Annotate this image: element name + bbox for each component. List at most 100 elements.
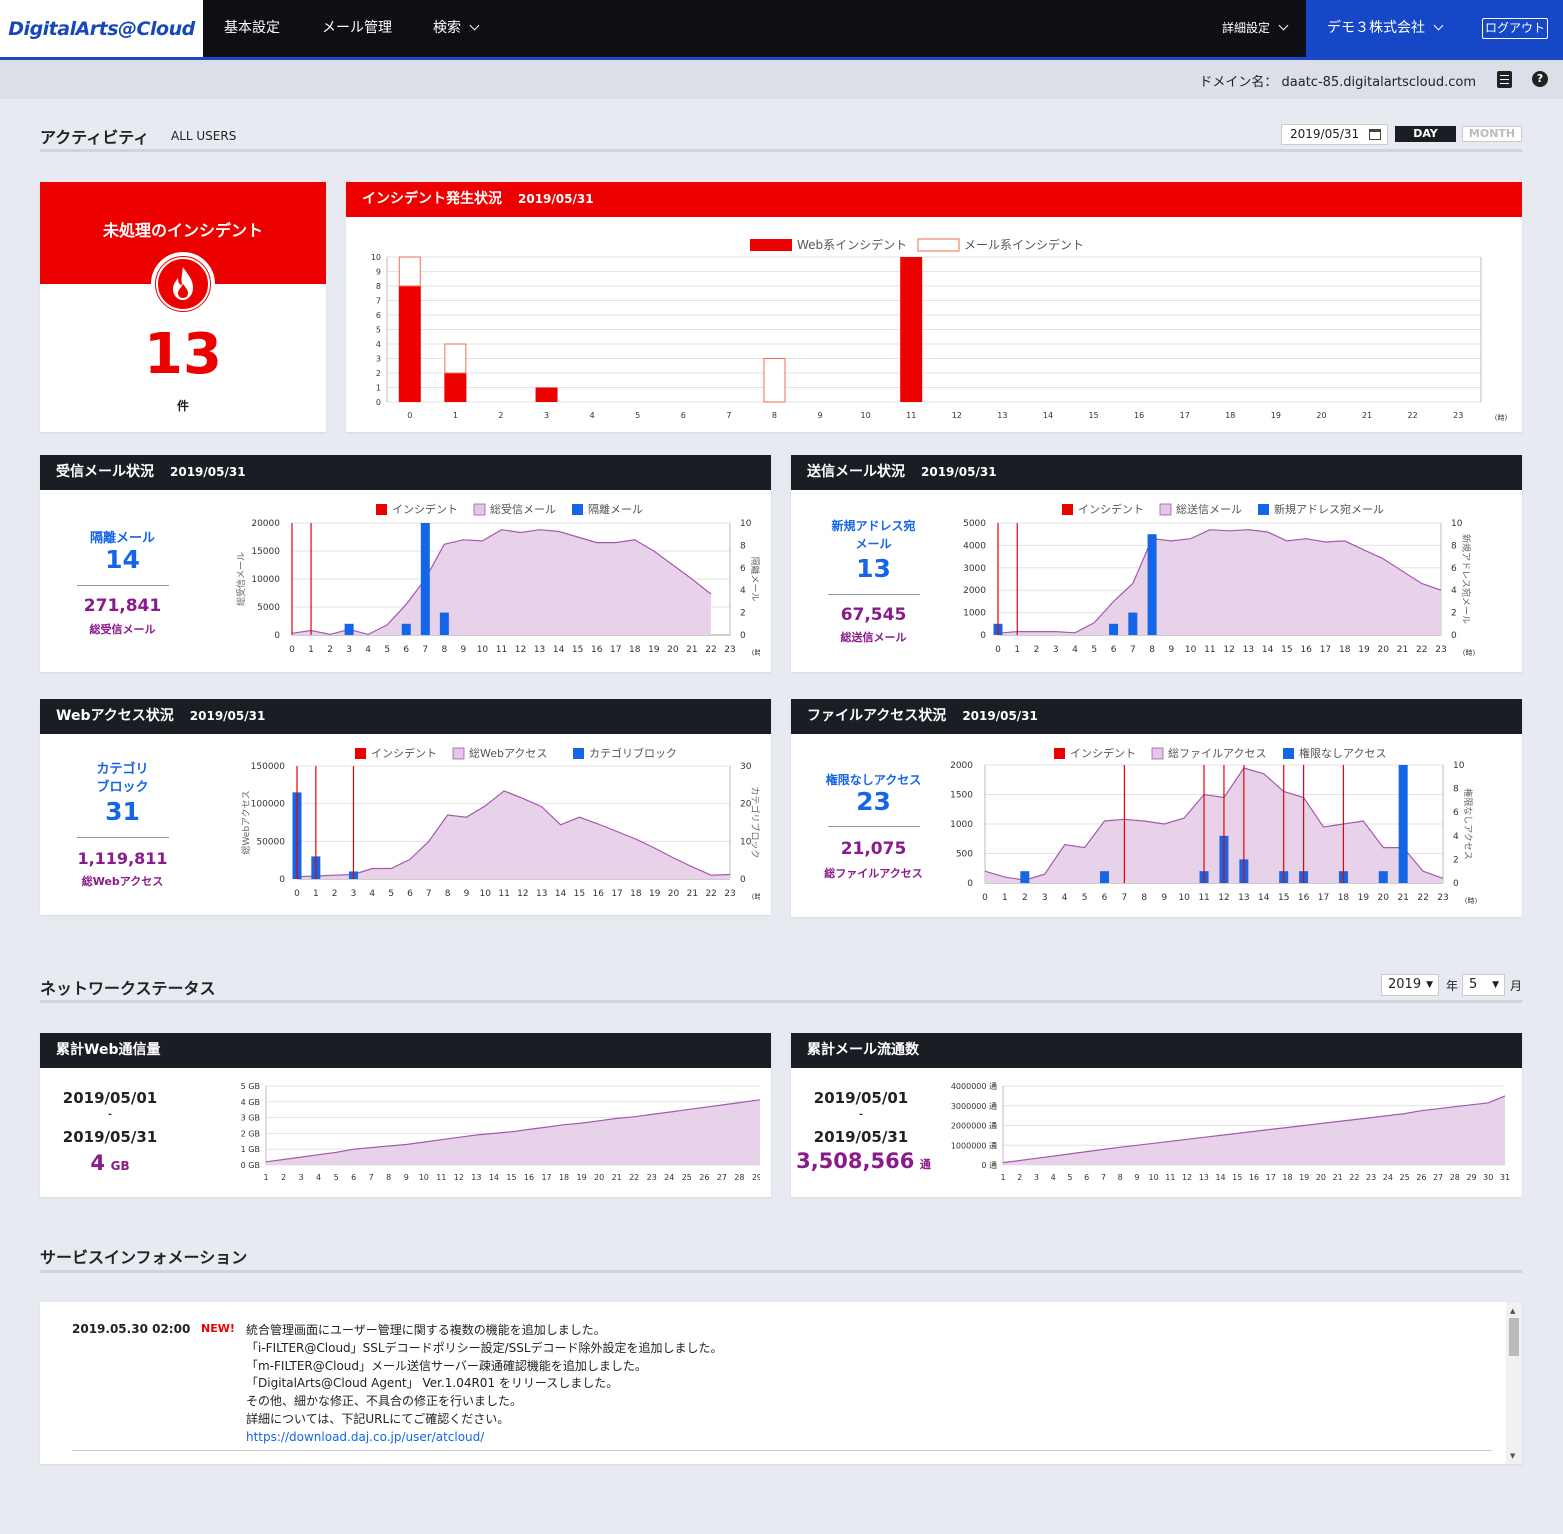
recv-kpi1-value[interactable]: 14 [105, 545, 140, 574]
x-tick-label: 12 [1223, 645, 1234, 655]
legend-label: インシデント [1070, 746, 1136, 760]
bar-mail [763, 358, 786, 403]
calendar-icon[interactable] [1369, 129, 1381, 140]
y2-tick-label: 6 [740, 564, 746, 574]
bar-web [900, 257, 923, 402]
org-switcher[interactable]: デモ３株式会社 [1306, 0, 1563, 57]
manual-icon[interactable] [1497, 71, 1512, 88]
send-kpi1-value[interactable]: 13 [856, 554, 891, 583]
x-tick-label: 18 [630, 889, 642, 899]
mailflow-header: 累計メール流通数 [791, 1033, 1522, 1068]
y2-tick-label: 30 [740, 762, 752, 772]
web-kpi1-value[interactable]: 31 [105, 797, 140, 826]
date-picker[interactable]: 2019/05/31 [1281, 124, 1388, 145]
x-tick-label: 9 [817, 411, 822, 420]
nav-detail-label: 詳細設定 [1222, 21, 1271, 35]
incident-header: インシデント発生状況 2019/05/31 [346, 182, 1522, 217]
nav-detail-settings[interactable]: 詳細設定 [1222, 0, 1289, 57]
x-tick-label: 22 [1349, 1173, 1359, 1182]
x-tick-label: 14 [1258, 893, 1270, 903]
app-logo[interactable]: DigitalArts@Cloud [0, 0, 203, 57]
recv-kpi2-label: 総受信メール [89, 623, 156, 636]
x-tick-label: 18 [1338, 893, 1350, 903]
bar-mail [398, 256, 421, 287]
x-tick-label: 14 [553, 645, 565, 655]
day-button[interactable]: DAY [1395, 126, 1456, 142]
month-button[interactable]: MONTH [1462, 126, 1522, 142]
scroll-down-icon[interactable]: ▼ [1510, 1452, 1516, 1460]
month-unit: 月 [1510, 979, 1523, 993]
unprocessed-incident-card[interactable]: 未処理のインシデント 13 件 [40, 182, 326, 432]
x-tick-label: 0 [982, 893, 988, 903]
fire-icon [151, 252, 215, 316]
y-tick-label: 0 通 [981, 1160, 997, 1170]
legend-label: インシデント [1078, 502, 1144, 516]
month-select[interactable]: 5 ▼ [1462, 974, 1505, 996]
x-tick-label: 1 [453, 411, 458, 420]
y-tick-label: 0 [967, 879, 973, 889]
x-tick-label: 23 [724, 645, 735, 655]
scroll-up-icon[interactable]: ▲ [1510, 1307, 1516, 1315]
file-kpi1-value[interactable]: 23 [856, 787, 891, 816]
x-tick-label: 29 [1466, 1173, 1476, 1182]
x-tick-label: 12 [952, 411, 962, 420]
year-select[interactable]: 2019 ▼ [1381, 974, 1439, 996]
nav-search[interactable]: 検索 [433, 0, 480, 57]
help-icon[interactable]: ? [1532, 71, 1548, 87]
x-tick-label: 3 [346, 645, 352, 655]
x-tick-label: 9 [1161, 893, 1167, 903]
send-kpi1-label: 新規アドレス宛 メール [831, 519, 916, 551]
x-tick-label: 23 [1435, 645, 1446, 655]
divider [77, 837, 169, 838]
x-tick-label: 6 [403, 645, 409, 655]
legend-swatch [355, 748, 366, 759]
logout-button[interactable]: ログアウト [1482, 18, 1548, 39]
y2-tick-label: 2 [740, 609, 746, 619]
x-tick-label: 6 [681, 411, 686, 420]
bar-block [344, 623, 354, 635]
x-tick-label: 12 [454, 1173, 464, 1182]
x-tick-label: 16 [1298, 893, 1310, 903]
x-tick-label: 25 [1400, 1173, 1410, 1182]
recv-mail-card: 受信メール状況 2019/05/31 隔離メール 14 271,841 総受信メー… [40, 455, 771, 672]
x-tick-label: 15 [1281, 645, 1292, 655]
y-tick-label: 1 [376, 384, 381, 393]
file-date: 2019/05/31 [962, 709, 1038, 723]
x-tick-label: 25 [682, 1173, 692, 1182]
y2-tick-label: 8 [1453, 785, 1459, 795]
activity-title: アクティビティ [40, 128, 150, 147]
x-tick-label: 0 [995, 645, 1001, 655]
unprocessed-title: 未処理のインシデント [102, 221, 263, 240]
x-tick-label: 17 [610, 645, 621, 655]
legend-swatch-web [750, 239, 792, 251]
y-tick-label: 50000 [256, 837, 285, 847]
y2-tick-label: 6 [1451, 564, 1457, 574]
bar-web [535, 387, 558, 402]
nav-mail-management[interactable]: メール管理 [322, 20, 392, 36]
legend-label: 総送信メール [1176, 502, 1242, 516]
x-tick-label: 22 [1417, 893, 1428, 903]
y-tick-label: 6 [376, 311, 381, 320]
scrollbar[interactable]: ▲ ▼ [1506, 1302, 1522, 1464]
y2-tick-label: 0 [1453, 879, 1459, 889]
x-tick-label: 8 [386, 1173, 391, 1182]
x-tick-label: 4 [316, 1173, 321, 1182]
x-tick-label: 11 [436, 1173, 446, 1182]
y-tick-label: 1000000 通 [951, 1140, 997, 1150]
y-tick-label: 5 GB [241, 1082, 260, 1091]
file-kpi1-label: 権限なしアクセス [825, 773, 922, 787]
y-tick-label: 2000 [951, 761, 973, 771]
news-line: 「i-FILTER@Cloud」SSLデコードポリシー設定/SSLデコード除外設… [246, 1340, 723, 1355]
webtraffic-value: 4 [90, 1151, 106, 1175]
news-line: 「m-FILTER@Cloud」メール送信サーバー疎通確認機能を追加しました。 [246, 1358, 647, 1373]
x-tick-label: 13 [1199, 1173, 1209, 1182]
webtraffic-from: 2019/05/01 [62, 1089, 158, 1107]
x-tick-label: 13 [997, 411, 1007, 420]
nav-basic-settings[interactable]: 基本設定 [224, 20, 280, 36]
news-link[interactable]: https://download.daj.co.jp/user/atcloud/ [246, 1429, 485, 1444]
x-tick-label: 22 [705, 889, 716, 899]
x-tick-label: 11 [498, 889, 509, 899]
x-tick-label: 17 [1266, 1173, 1276, 1182]
y-tick-label: 15000 [251, 547, 280, 557]
scroll-thumb[interactable] [1509, 1318, 1519, 1356]
